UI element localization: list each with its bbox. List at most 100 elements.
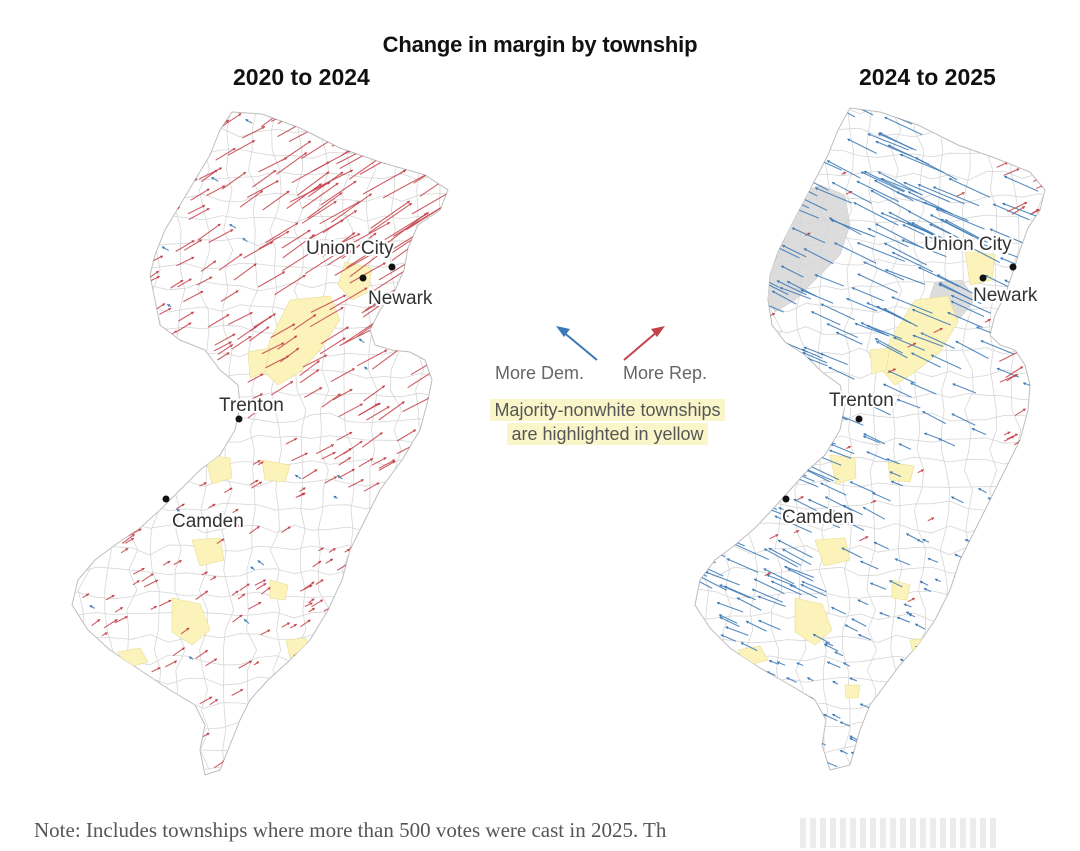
margin-arrow: [449, 331, 484, 356]
margin-arrowhead: [908, 613, 912, 617]
margin-arrow: [695, 457, 722, 472]
margin-arrowhead: [1036, 158, 1040, 161]
margin-arrowhead: [965, 716, 969, 720]
margin-arrow: [880, 108, 910, 109]
margin-arrow: [974, 708, 981, 713]
margin-arrow: [126, 302, 139, 312]
margin-arrowhead: [318, 183, 322, 187]
margin-arrowhead: [798, 196, 802, 199]
margin-arrow: [1027, 231, 1042, 242]
margin-arrow: [259, 705, 268, 712]
margin-arrowhead: [708, 330, 712, 334]
margin-arrow: [413, 151, 448, 184]
margin-arrowhead: [739, 124, 743, 128]
margin-arrowhead: [971, 428, 975, 431]
margin-arrowhead: [894, 688, 898, 691]
margin-arrowhead: [1007, 647, 1011, 651]
margin-arrow: [990, 690, 1003, 698]
margin-arrowhead: [136, 580, 140, 584]
margin-arrowhead: [461, 302, 464, 305]
margin-arrowhead: [971, 597, 975, 601]
margin-arrow: [370, 659, 383, 670]
margin-arrow: [346, 243, 385, 269]
margin-arrowhead: [428, 171, 432, 175]
margin-arrowhead: [816, 387, 820, 391]
margin-arrow: [737, 144, 761, 155]
margin-arrow: [714, 224, 733, 235]
margin-arrowhead: [413, 429, 416, 433]
margin-arrowhead: [127, 209, 131, 213]
margin-arrow: [197, 223, 221, 241]
margin-arrow: [360, 112, 401, 117]
margin-arrowhead: [132, 510, 135, 514]
margin-arrowhead: [168, 308, 172, 311]
margin-arrow: [748, 282, 767, 291]
margin-arrow: [297, 744, 309, 752]
margin-arrowhead: [420, 493, 423, 497]
margin-arrowhead: [910, 382, 914, 386]
margin-arrowhead: [349, 553, 353, 557]
margin-arrowhead: [1028, 638, 1032, 642]
margin-arrowhead: [779, 423, 783, 426]
left-map-subtitle: 2020 to 2024: [233, 64, 370, 90]
margin-arrow: [402, 397, 431, 412]
margin-arrowhead: [912, 308, 916, 312]
margin-arrow: [1029, 642, 1040, 650]
margin-arrow: [729, 541, 770, 561]
margin-arrow: [410, 618, 419, 624]
margin-arrowhead: [445, 678, 448, 682]
margin-arrow: [1015, 619, 1038, 630]
margin-arrow: [412, 484, 426, 493]
margin-arrowhead: [830, 219, 834, 223]
margin-arrowhead: [815, 373, 819, 377]
margin-arrowhead: [380, 125, 384, 129]
margin-arrowhead: [339, 192, 343, 196]
margin-arrow: [396, 462, 417, 474]
margin-arrowhead: [1018, 579, 1021, 583]
margin-arrowhead: [924, 432, 928, 436]
margin-arrow: [92, 112, 101, 115]
margin-arrowhead: [172, 747, 175, 750]
margin-arrowhead: [707, 117, 711, 120]
margin-arrowhead: [1010, 727, 1013, 731]
margin-arrow: [709, 656, 719, 663]
margin-arrowhead: [727, 475, 731, 478]
margin-arrowhead: [839, 721, 843, 725]
margin-arrow: [708, 366, 720, 372]
right-map-subtitle: 2024 to 2025: [859, 64, 996, 90]
margin-arrowhead: [1031, 549, 1035, 552]
margin-arrow: [935, 208, 985, 230]
margin-arrowhead: [89, 605, 93, 608]
margin-arrowhead: [398, 150, 402, 154]
margin-arrowhead: [302, 487, 306, 491]
margin-arrowhead: [1026, 536, 1030, 540]
margin-arrow: [379, 723, 387, 729]
margin-arrowhead: [440, 322, 444, 325]
margin-arrowhead: [209, 696, 213, 700]
margin-arrow: [849, 481, 875, 494]
margin-arrow: [1030, 157, 1040, 164]
margin-arrowhead: [813, 634, 816, 637]
margin-arrow: [249, 326, 270, 342]
margin-arrow: [800, 583, 827, 597]
margin-arrow: [674, 577, 693, 585]
margin-arrow: [949, 739, 957, 744]
margin-arrow: [417, 667, 425, 673]
margin-arrowhead: [313, 314, 317, 318]
margin-arrow: [363, 482, 380, 492]
margin-arrowhead: [707, 112, 711, 115]
margin-arrow: [293, 313, 317, 331]
margin-arrowhead: [188, 656, 192, 660]
margin-arrowhead: [290, 381, 293, 384]
margin-arrow: [86, 477, 99, 487]
margin-arrowhead: [320, 579, 324, 583]
margin-arrowhead: [90, 413, 94, 417]
margin-arrowhead: [814, 274, 818, 277]
margin-arrowhead: [980, 340, 984, 343]
margin-arrowhead: [853, 202, 857, 205]
margin-arrowhead: [213, 576, 217, 580]
margin-arrowhead: [1039, 232, 1043, 235]
margin-arrowhead: [764, 548, 767, 552]
margin-arrowhead: [86, 593, 90, 597]
margin-arrowhead: [865, 536, 869, 539]
